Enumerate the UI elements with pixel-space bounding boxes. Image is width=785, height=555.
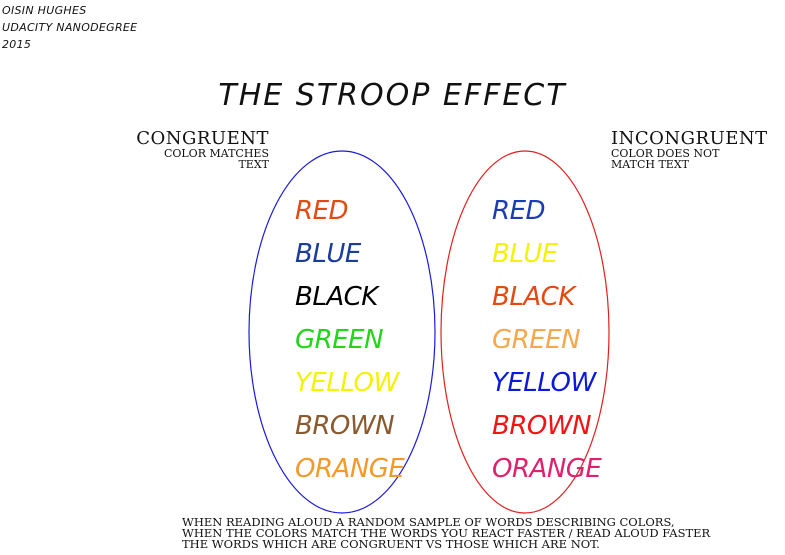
incongruent-word-yellow: YELLOW <box>492 368 596 398</box>
incongruent-desc-line-1: COLOR DOES NOT <box>611 147 720 160</box>
congruent-word-green: GREEN <box>295 325 384 355</box>
credit-author: OISIN HUGHES <box>2 4 87 17</box>
incongruent-word-red: RED <box>492 196 546 226</box>
note-line-2: WHEN THE COLORS MATCH THE WORDS YOU REAC… <box>182 526 711 540</box>
author-credits: OISIN HUGHES UDACITY NANODEGREE 2015 <box>2 2 137 53</box>
congruent-word-orange: ORANGE <box>295 454 405 484</box>
explanation-note: WHEN READING ALOUD A RANDOM SAMPLE OF WO… <box>182 515 784 551</box>
credit-program: UDACITY NANODEGREE <box>2 21 138 34</box>
diagram-title: THE STROOP EFFECT <box>218 78 567 113</box>
congruent-word-blue: BLUE <box>295 239 361 269</box>
incongruent-word-brown: BROWN <box>492 411 592 441</box>
congruent-heading: CONGRUENT <box>136 128 269 149</box>
incongruent-desc-line-2: MATCH TEXT <box>611 158 689 171</box>
congruent-word-yellow: YELLOW <box>295 368 399 398</box>
congruent-oval <box>248 150 436 514</box>
congruent-word-red: RED <box>295 196 349 226</box>
congruent-desc-line-1: COLOR MATCHES <box>163 147 269 160</box>
congruent-word-brown: BROWN <box>295 411 395 441</box>
note-line-3: THE WORDS WHICH ARE CONGRUENT VS THOSE W… <box>182 537 600 551</box>
congruent-label: CONGRUENT COLOR MATCHES TEXT <box>136 128 269 171</box>
congruent-word-black: BLACK <box>295 282 378 312</box>
incongruent-oval <box>440 150 610 514</box>
incongruent-word-orange: ORANGE <box>492 454 602 484</box>
congruent-desc-line-2: TEXT <box>238 158 269 171</box>
incongruent-word-blue: BLUE <box>492 239 558 269</box>
credit-year: 2015 <box>2 38 32 51</box>
incongruent-heading: INCONGRUENT <box>611 128 768 149</box>
note-line-1: WHEN READING ALOUD A RANDOM SAMPLE OF WO… <box>182 515 675 529</box>
incongruent-word-green: GREEN <box>492 325 581 355</box>
incongruent-word-black: BLACK <box>492 282 575 312</box>
incongruent-label: INCONGRUENT COLOR DOES NOT MATCH TEXT <box>611 128 768 171</box>
